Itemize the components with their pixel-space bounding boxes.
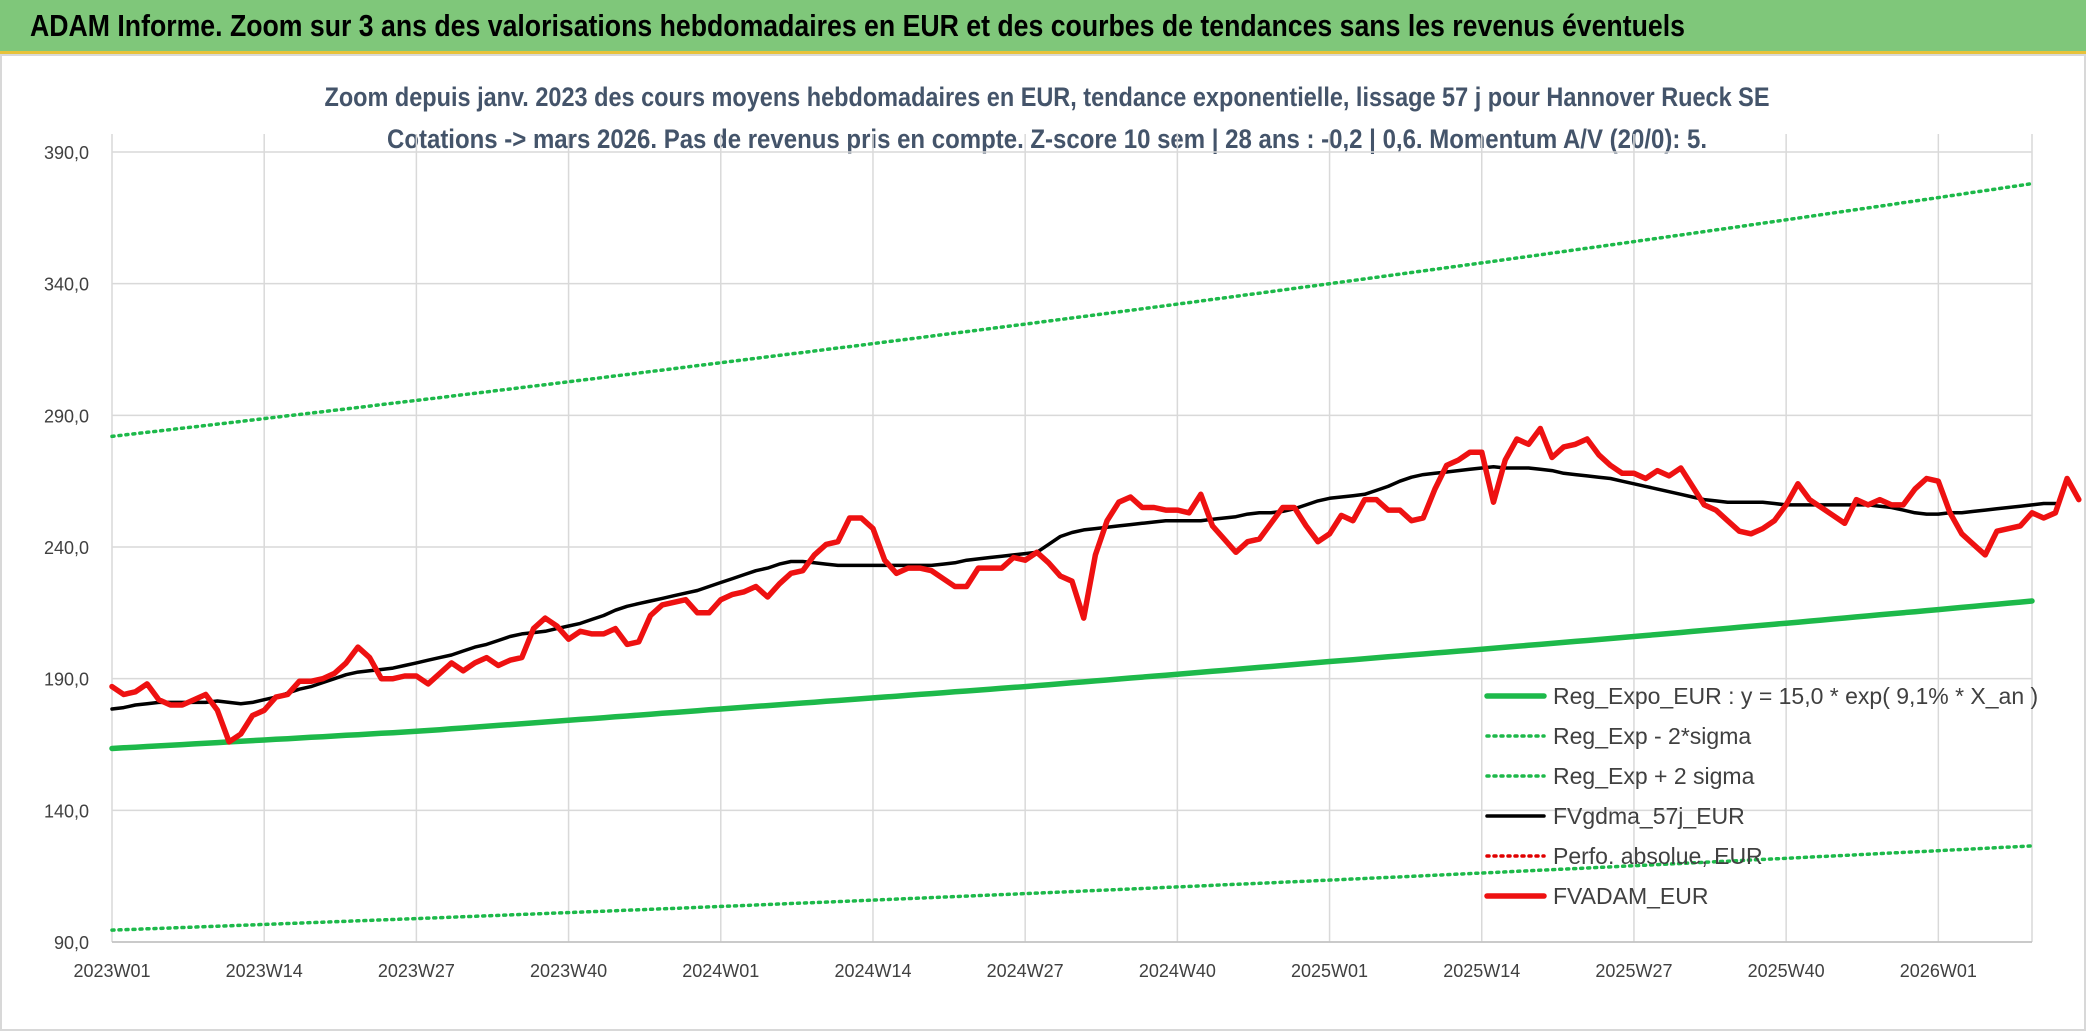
- legend-fvadam-label: FVADAM_EUR: [1553, 883, 1709, 909]
- x-tick-label: 2025W14: [1443, 961, 1520, 981]
- legend-perfo-label: Perfo. absolue, EUR: [1553, 843, 1763, 869]
- y-tick-label: 290,0: [44, 406, 89, 426]
- x-tick-label: 2026W01: [1900, 961, 1977, 981]
- line-chart: Zoom depuis janv. 2023 des cours moyens …: [44, 82, 2082, 981]
- chart-title: Zoom depuis janv. 2023 des cours moyens …: [325, 82, 1770, 112]
- x-tick-label: 2024W27: [987, 961, 1064, 981]
- chart-frame: Zoom depuis janv. 2023 des cours moyens …: [0, 54, 2086, 1031]
- reg-minus-2sigma-line: [110, 844, 2034, 932]
- x-tick-label: 2023W27: [378, 961, 455, 981]
- legend-fvgdma-label: FVgdma_57j_EUR: [1553, 803, 1745, 829]
- fvgdma-57j-line: [110, 464, 2058, 711]
- report-banner: ADAM Informe. Zoom sur 3 ans des valoris…: [0, 0, 2086, 54]
- y-tick-label: 190,0: [44, 670, 89, 690]
- report-banner-text: ADAM Informe. Zoom sur 3 ans des valoris…: [30, 8, 1685, 43]
- x-tick-label: 2025W01: [1291, 961, 1368, 981]
- reg-expo-line: [109, 598, 2035, 752]
- fvadam-line: [109, 425, 2082, 745]
- x-tick-label: 2024W01: [682, 961, 759, 981]
- y-tick-label: 390,0: [44, 143, 89, 163]
- x-tick-label: 2023W40: [530, 961, 607, 981]
- x-tick-label: 2024W14: [834, 961, 911, 981]
- x-tick-label: 2024W40: [1139, 961, 1216, 981]
- reg-plus-2sigma-line: [110, 181, 2034, 439]
- y-tick-label: 90,0: [54, 933, 89, 953]
- chart-subtitle: Cotations -> mars 2026. Pas de revenus p…: [387, 124, 1707, 154]
- y-tick-label: 140,0: [44, 801, 89, 821]
- y-tick-label: 340,0: [44, 275, 89, 295]
- x-tick-label: 2025W40: [1748, 961, 1825, 981]
- legend-reg-minus-2sigma-label: Reg_Exp - 2*sigma: [1553, 723, 1751, 749]
- y-tick-label: 240,0: [44, 538, 89, 558]
- x-tick-label: 2023W01: [73, 961, 150, 981]
- legend-reg-expo-label: Reg_Expo_EUR : y = 15,0 * exp( 9,1% * X_…: [1553, 683, 2038, 709]
- legend-reg-plus-2sigma-label: Reg_Exp + 2 sigma: [1553, 763, 1755, 789]
- x-tick-label: 2025W27: [1595, 961, 1672, 981]
- x-tick-label: 2023W14: [226, 961, 303, 981]
